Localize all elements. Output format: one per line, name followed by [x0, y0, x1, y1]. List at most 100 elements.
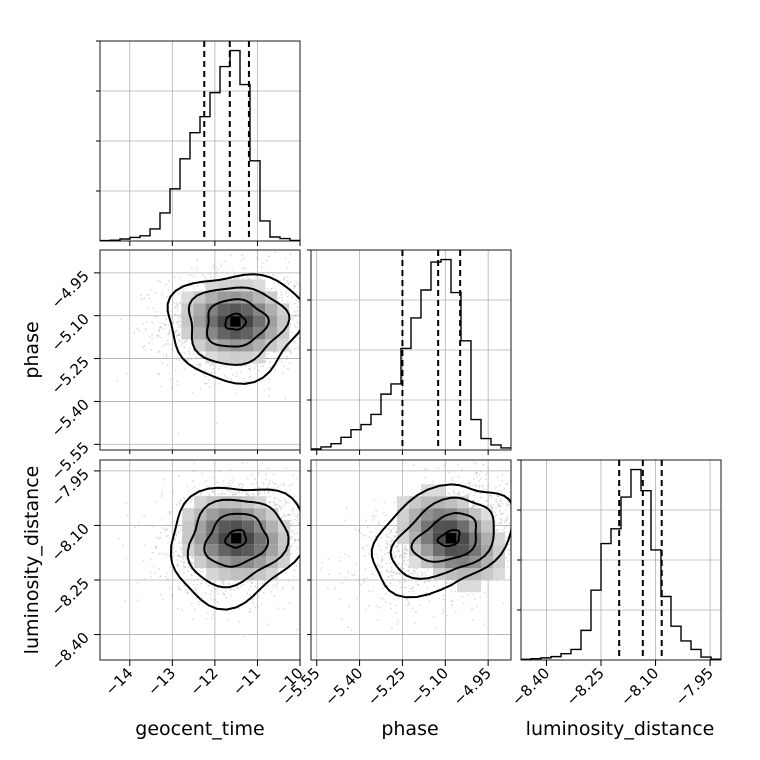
scatter-point: [286, 355, 288, 358]
scatter-point: [414, 572, 417, 574]
scatter-point: [202, 274, 205, 277]
scatter-point: [193, 287, 196, 290]
scatter-point: [173, 546, 176, 549]
scatter-point: [218, 367, 220, 370]
scatter-point: [173, 330, 176, 333]
scatter-point: [499, 505, 501, 508]
scatter-point: [411, 607, 414, 610]
scatter-point: [293, 533, 296, 536]
scatter-point: [380, 570, 382, 573]
scatter-point: [197, 603, 200, 606]
scatter-point: [175, 534, 178, 537]
scatter-point: [338, 559, 341, 562]
density-block: [217, 351, 230, 364]
scatter-point: [518, 549, 520, 551]
scatter-point: [254, 276, 257, 279]
scatter-point: [195, 589, 198, 592]
scatter-point: [381, 558, 384, 561]
scatter-point: [166, 528, 168, 530]
density-block: [206, 508, 219, 521]
scatter-point: [236, 365, 239, 368]
scatter-point: [201, 472, 203, 475]
scatter-point: [395, 545, 398, 548]
scatter-point: [486, 488, 489, 491]
scatter-point: [402, 548, 405, 551]
scatter-point: [203, 354, 206, 357]
scatter-point: [184, 341, 187, 344]
scatter-point: [282, 515, 285, 518]
scatter-point: [149, 571, 152, 574]
scatter-point: [388, 571, 391, 574]
scatter-point: [265, 357, 268, 360]
scatter-point: [273, 482, 276, 485]
scatter-point: [279, 508, 282, 511]
scatter-point: [151, 321, 154, 324]
scatter-point: [412, 464, 415, 466]
scatter-point: [191, 556, 194, 558]
scatter-point: [217, 493, 220, 496]
scatter-point: [256, 597, 259, 599]
scatter-point: [171, 317, 174, 320]
scatter-point: [447, 492, 450, 495]
scatter-point: [132, 331, 135, 334]
contour-level-1: [186, 498, 290, 589]
scatter-point: [377, 564, 380, 567]
scatter-point: [251, 492, 254, 495]
scatter-point: [458, 490, 461, 493]
scatter-point: [451, 479, 454, 482]
scatter-point: [202, 282, 205, 285]
scatter-point: [222, 581, 225, 584]
scatter-point: [202, 353, 205, 356]
scatter-point: [268, 479, 271, 482]
scatter-point: [512, 561, 514, 563]
scatter-point: [508, 527, 511, 530]
scatter-point: [262, 481, 264, 484]
scatter-point: [285, 514, 287, 517]
scatter-point: [273, 496, 276, 499]
scatter-point: [390, 566, 393, 569]
scatter-point: [174, 313, 177, 316]
scatter-point: [407, 565, 410, 568]
contour-lines: [166, 273, 300, 385]
scatter-point: [514, 497, 516, 499]
scatter-point: [168, 511, 171, 514]
density-block: [182, 520, 195, 533]
scatter-point: [371, 573, 374, 575]
scatter-point: [182, 288, 185, 291]
scatter-point: [232, 491, 235, 494]
scatter-point: [289, 322, 292, 325]
scatter-point: [399, 581, 401, 584]
scatter-point: [227, 490, 230, 493]
contour-lines: [169, 486, 300, 611]
scatter-point: [222, 582, 224, 585]
scatter-point: [166, 579, 168, 581]
scatter-point: [503, 487, 506, 490]
scatter-point: [302, 487, 304, 489]
scatter-point: [446, 614, 448, 617]
scatter-point: [282, 608, 285, 610]
scatter-point: [359, 532, 362, 535]
scatter-point: [513, 541, 515, 543]
scatter-point: [294, 538, 296, 540]
scatter-point: [380, 537, 383, 539]
scatter-point: [353, 573, 356, 576]
density-block: [193, 327, 206, 340]
scatter-point: [317, 544, 319, 546]
scatter-point: [193, 462, 196, 465]
scatter-point: [304, 496, 306, 498]
scatter-point: [415, 611, 417, 613]
scatter-point: [407, 565, 410, 568]
scatter-point: [171, 344, 173, 346]
scatter-point: [366, 526, 369, 529]
scatter-point: [184, 340, 187, 343]
scatter-point: [255, 256, 258, 259]
scatter-point: [380, 566, 383, 568]
scatter-point: [189, 347, 191, 349]
scatter-point: [290, 331, 292, 334]
scatter-point: [284, 257, 287, 260]
scatter-point: [273, 351, 276, 353]
scatter-point: [206, 382, 209, 385]
scatter-point: [227, 482, 230, 485]
scatter-point: [212, 377, 214, 380]
scatter-point: [179, 529, 182, 532]
